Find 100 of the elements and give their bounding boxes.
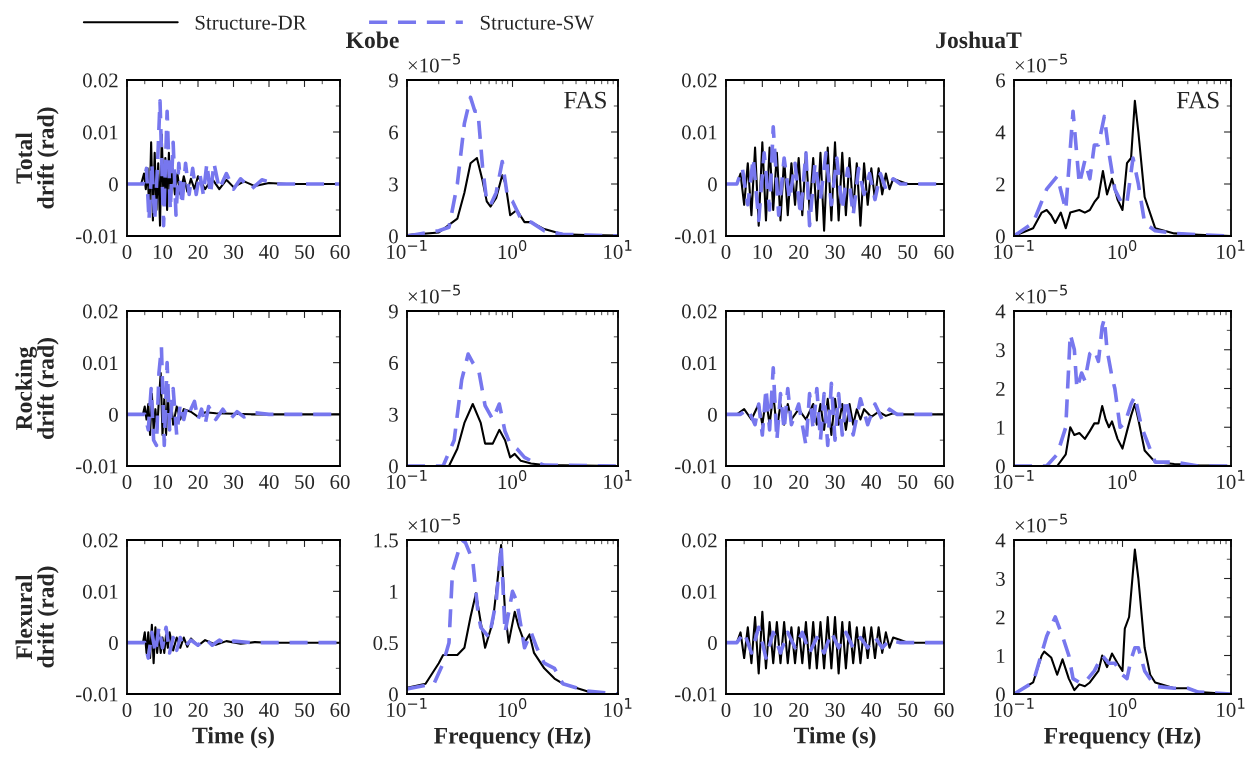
y-tick-label: 9 (388, 73, 398, 88)
line-series (127, 98, 340, 228)
annotation: FAS (564, 91, 606, 109)
y-tick-label: 0.01 (83, 584, 118, 599)
x-tick-label: 10 (153, 474, 173, 489)
x-tick-label: 30 (825, 474, 845, 489)
text: ×10$^{−5}$ (1015, 513, 1068, 533)
y-tick-label: 2 (996, 610, 1005, 625)
x-tick-label: 40 (258, 474, 279, 489)
y-tick-label: -0.01 (76, 687, 118, 702)
text: ×10$^{−5}$ (408, 53, 461, 73)
y-tick-label: 2 (996, 177, 1005, 192)
x-tick-label: 10$^{1}$ (1217, 698, 1245, 717)
x-tick-label: 30 (825, 244, 845, 259)
y-tick-label: -0.01 (76, 459, 118, 474)
y-axis-title: Flexural drift (rad) (15, 566, 59, 668)
y-tick-label: 4 (995, 533, 1006, 548)
y-tick-label: 0.02 (83, 73, 118, 88)
x-tick-label: 10 (153, 702, 173, 717)
y-tick-label: 0.02 (682, 73, 717, 88)
x-tick-label: 50 (295, 702, 315, 717)
x-tick-label: 0 (122, 244, 132, 259)
line-series (726, 625, 944, 660)
x-tick-label: 50 (295, 474, 315, 489)
x-tick-label: 20 (188, 244, 208, 259)
y-tick-label: 3 (389, 407, 398, 422)
x-tick-label: 60 (330, 474, 350, 489)
y-tick-label: 6 (996, 73, 1006, 88)
x-tick-label: 0 (122, 702, 132, 717)
x-tick-label: 20 (789, 244, 809, 259)
x-tick-label: 20 (789, 474, 809, 489)
x-tick-label: 60 (934, 244, 954, 259)
y-tick-label: -0.01 (675, 229, 717, 244)
chart-title: JoshuaT (936, 31, 1022, 49)
x-tick-label: 0 (721, 474, 731, 489)
x-tick-label: 40 (258, 244, 279, 259)
x-tick-label: 10$^{1}$ (604, 470, 632, 489)
y-tick-label: 0.02 (682, 533, 717, 548)
y-tick-label: 9 (388, 304, 398, 319)
x-tick-label: 30 (224, 244, 244, 259)
x-tick-label: 10$^{1}$ (1217, 240, 1245, 259)
x-tick-label: 50 (898, 244, 918, 259)
x-tick-label: 20 (188, 702, 208, 717)
x-tick-label: 0 (721, 702, 731, 717)
legend-label: Structure-SW (480, 15, 595, 30)
y-tick-label: 3 (996, 571, 1005, 586)
x-tick-label: 20 (789, 702, 809, 717)
x-tick-label: 10$^{0}$ (498, 240, 527, 260)
y-tick-label: 6 (389, 125, 399, 140)
y-tick-label: 0.01 (682, 584, 717, 599)
x-tick-label: 10$^{1}$ (604, 240, 632, 259)
y-tick-label: 0 (708, 177, 717, 192)
x-tick-label: 40 (861, 702, 881, 717)
y-tick-label: -0.01 (76, 229, 118, 244)
x-axis-title: Frequency (Hz) (434, 727, 591, 749)
text: ×10$^{−5}$ (1015, 53, 1068, 73)
text: ×10$^{−5}$ (1015, 284, 1068, 304)
x-tick-label: 10 (153, 244, 173, 259)
x-tick-label: 30 (224, 702, 244, 717)
y-tick-label: 1.5 (374, 533, 398, 548)
y-tick-label: 0.02 (682, 304, 717, 319)
annotation: FAS (1176, 91, 1219, 109)
y-tick-label: 0.01 (83, 356, 118, 371)
x-tick-label: 0 (721, 244, 731, 259)
y-tick-label: 2 (996, 381, 1005, 396)
y-tick-label: 0 (109, 407, 118, 422)
y-tick-label: 4 (995, 125, 1006, 140)
y-tick-label: 0.01 (682, 356, 717, 371)
x-tick-label: 40 (861, 474, 881, 489)
x-tick-label: 0 (122, 474, 132, 489)
x-tick-label: 10$^{0}$ (1108, 470, 1137, 490)
y-tick-label: 0.01 (682, 125, 717, 140)
y-tick-label: -0.01 (675, 459, 717, 474)
chart-title: Kobe (346, 31, 399, 49)
y-tick-label: 0.02 (83, 304, 118, 319)
y-axis-title: Rocking drift (rad) (15, 338, 59, 440)
y-tick-label: 3 (389, 177, 398, 192)
legend-label: Structure-DR (195, 15, 307, 30)
x-tick-label: 10$^{0}$ (498, 698, 527, 718)
y-tick-label: 6 (389, 356, 399, 371)
x-tick-label: 10$^{1}$ (1217, 470, 1245, 489)
y-tick-label: 0 (109, 177, 118, 192)
y-tick-label: 0.02 (83, 533, 118, 548)
x-tick-label: 30 (224, 474, 244, 489)
x-tick-label: 60 (330, 244, 350, 259)
x-tick-label: 10$^{0}$ (1108, 698, 1137, 718)
x-tick-label: 10$^{0}$ (498, 470, 527, 490)
y-tick-label: 1 (390, 584, 398, 599)
x-tick-label: 30 (825, 702, 845, 717)
text: ×10$^{−5}$ (408, 284, 461, 304)
y-tick-label: 0 (708, 636, 717, 651)
x-tick-label: 10 (753, 702, 772, 717)
x-tick-label: 50 (898, 474, 918, 489)
y-tick-label: 0.01 (83, 125, 118, 140)
x-tick-label: 50 (898, 702, 918, 717)
x-tick-label: 10 (753, 244, 772, 259)
y-tick-label: 3 (996, 343, 1005, 358)
x-tick-label: 50 (295, 244, 315, 259)
x-axis-title: Time (s) (192, 726, 274, 749)
y-tick-label: 0 (109, 636, 118, 651)
